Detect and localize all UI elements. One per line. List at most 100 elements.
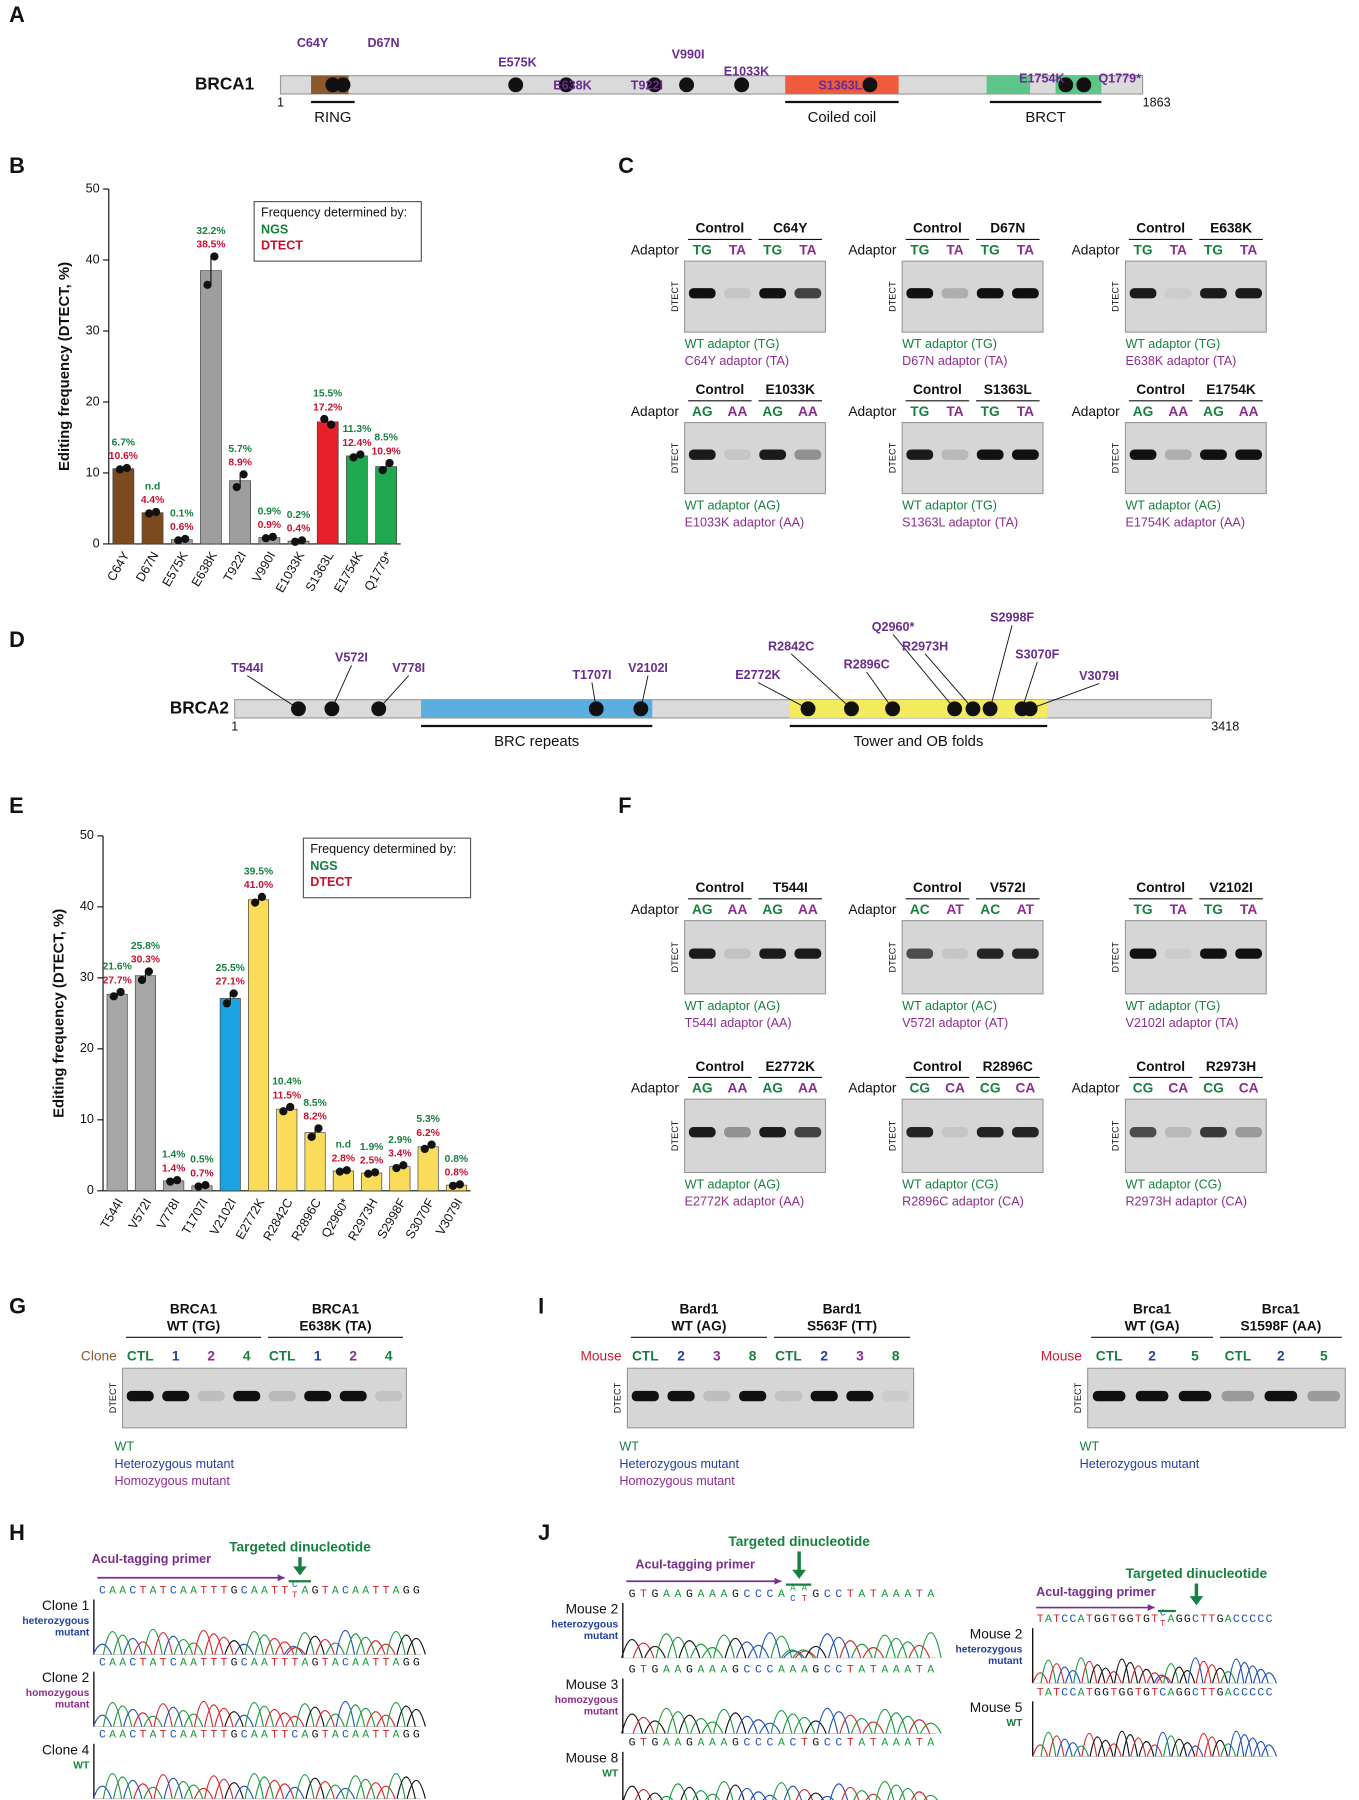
band [304, 1390, 332, 1402]
band [1135, 1390, 1169, 1402]
lane-label: AA [728, 902, 748, 917]
trace-peak [1146, 1672, 1163, 1684]
lane-label: TA [1240, 242, 1257, 257]
legend-entry: Homozygous mutant [114, 1474, 230, 1488]
lane-label: TG [693, 242, 712, 257]
replicate-dot [145, 509, 154, 518]
lane-label: AG [1133, 404, 1154, 419]
base: A [180, 1584, 187, 1597]
trace-peak [163, 1635, 183, 1655]
region-label: RING [314, 110, 351, 126]
base: C [1266, 1686, 1273, 1699]
mutation-label: R2973H [902, 639, 948, 653]
base: T [1135, 1613, 1142, 1626]
base: G [732, 1588, 739, 1601]
value-label: 8.5% [374, 433, 397, 444]
base: A [1168, 1613, 1175, 1626]
base: C [1061, 1686, 1068, 1699]
trace-peak [133, 1712, 153, 1727]
base: T [847, 1663, 854, 1676]
base: A [904, 1737, 911, 1750]
trace-peak [908, 1719, 931, 1734]
band [906, 1127, 934, 1138]
legend-entry: WT [114, 1440, 134, 1454]
base: A [190, 1657, 197, 1670]
mutation-dot [679, 77, 694, 93]
lane-label: 2 [677, 1348, 685, 1363]
trace-peak [1228, 1730, 1245, 1757]
base: A [352, 1657, 359, 1670]
trace-peak [1073, 1657, 1090, 1684]
trace-peak [325, 1713, 345, 1727]
trace-peak [1171, 1666, 1188, 1684]
lane-label: 2 [349, 1348, 357, 1363]
lane-label: TA [946, 242, 963, 257]
trace-peak [1097, 1667, 1114, 1684]
trace-peak [112, 1705, 133, 1727]
value-label: 8.9% [228, 458, 251, 469]
trace-peak [143, 1715, 163, 1727]
trace-peak [747, 1644, 770, 1659]
trace-peak [896, 1641, 919, 1659]
mutation-label: V572I [335, 651, 368, 665]
base: A [778, 1737, 785, 1750]
lane-label: CTL [775, 1348, 802, 1363]
value-label: 11.5% [272, 1090, 301, 1101]
trace-peak [1163, 1735, 1179, 1757]
replicate-dot [314, 1124, 323, 1133]
trace-peak [295, 1703, 315, 1727]
base: T [1110, 1686, 1117, 1699]
row-label: Adaptor [1072, 404, 1120, 419]
value-label: 0.8% [445, 1154, 468, 1165]
value-label: 15.5% [313, 389, 342, 400]
base: T [160, 1729, 167, 1742]
base: T [271, 1657, 278, 1670]
trace-peak [295, 1632, 315, 1655]
base: G [1217, 1613, 1224, 1626]
value-label: 27.1% [216, 977, 245, 988]
protein-name: BRCA1 [195, 73, 255, 93]
caption: R2896C adaptor (CA) [902, 1195, 1024, 1209]
base: A [1225, 1613, 1232, 1626]
side-label: DTECT [670, 442, 680, 473]
trace-peak [634, 1789, 653, 1800]
base: C [789, 1737, 796, 1750]
base: A [332, 1729, 339, 1742]
trace-peak [1236, 1661, 1253, 1684]
base: G [403, 1657, 410, 1670]
row-label: Adaptor [631, 902, 679, 917]
trace-peak [1236, 1734, 1253, 1757]
value-label: 6.2% [416, 1128, 439, 1139]
mutation-dot [325, 77, 341, 93]
lane-label: TG [1204, 242, 1223, 257]
bar [106, 993, 128, 1192]
legend-entry: NGS [310, 859, 337, 873]
trace-peak [1261, 1672, 1277, 1684]
replicate-dot [144, 967, 154, 976]
replicate-dot [229, 989, 238, 998]
base: G [413, 1729, 420, 1742]
y-tick-label: 50 [80, 828, 94, 842]
side-label: DTECT [670, 281, 680, 312]
band [631, 1390, 659, 1402]
band [724, 288, 751, 299]
replicate-dot [356, 450, 365, 459]
trace-peak [254, 1634, 275, 1655]
value-label: 38.5% [196, 240, 225, 251]
trace-peak [305, 1635, 325, 1655]
lane-label: 4 [243, 1348, 251, 1363]
legend-title: Frequency determined by: [310, 842, 456, 856]
mixed-base-bottom: T [802, 1593, 808, 1604]
trace-peak [204, 1633, 224, 1655]
mixed-base-bottom: T [1160, 1618, 1166, 1629]
replicate-dot [290, 537, 300, 546]
trace-peak [244, 1631, 264, 1655]
band [1129, 1127, 1157, 1138]
trace-peak [865, 1793, 881, 1800]
genotype-label: mutant [988, 1656, 1023, 1667]
trace-peak [816, 1708, 839, 1734]
base: C [1233, 1686, 1240, 1699]
row-name: Clone 2 [42, 1670, 89, 1685]
trace-peak [123, 1708, 143, 1727]
mutation-label: R2896C [844, 658, 890, 672]
